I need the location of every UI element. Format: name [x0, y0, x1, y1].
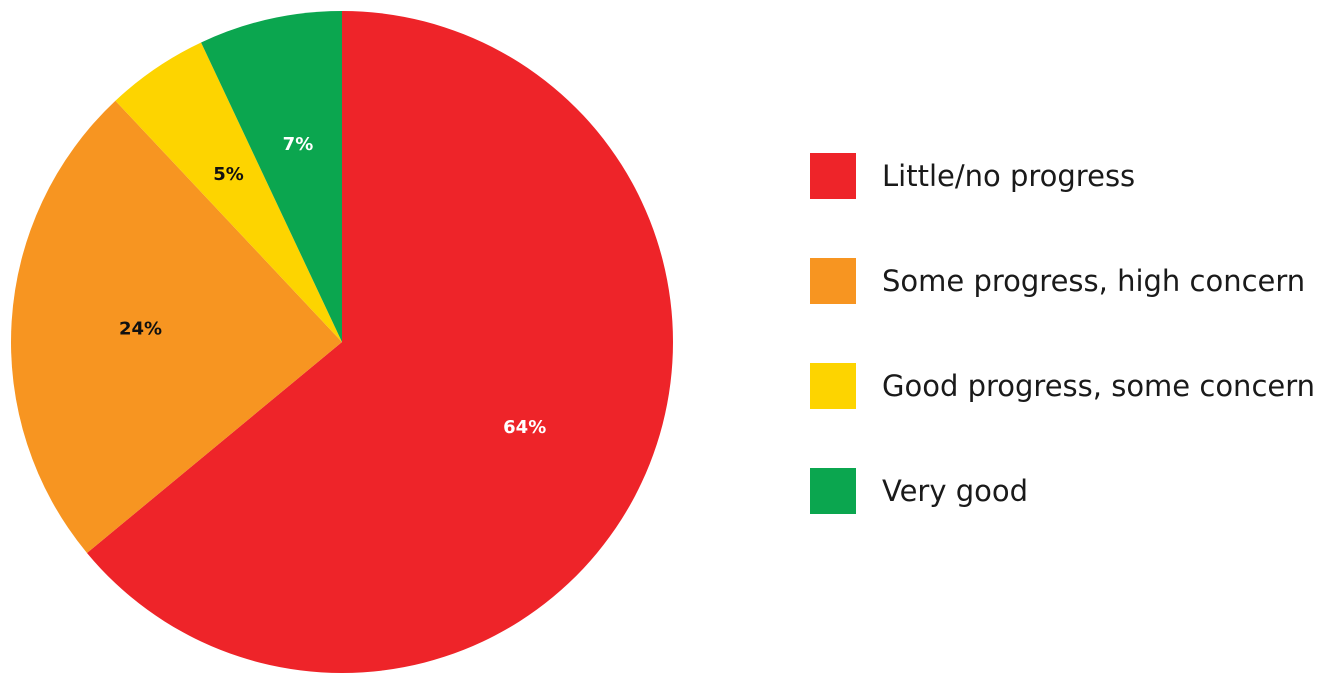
legend-label: Good progress, some concern: [882, 369, 1316, 403]
pie-slices: [11, 10, 673, 673]
pie-slice-good-progress-some-concern: [115, 42, 342, 342]
pie-slice-very-good: [201, 10, 342, 342]
legend-swatch-green: [810, 468, 856, 514]
legend-label: Little/no progress: [882, 159, 1136, 193]
legend-swatch-orange: [810, 258, 856, 304]
legend-swatch-yellow: [810, 363, 856, 409]
pie-slice-value-label: 24%: [119, 318, 162, 339]
pie-slice-some-progress-high-concern: [11, 100, 343, 553]
pie-slice-little-no-progress: [86, 11, 673, 673]
legend-item-some-progress: Some progress, high concern: [810, 257, 1315, 305]
pie-slice-value-label: 64%: [503, 417, 546, 438]
legend-item-good-progress: Good progress, some concern: [810, 362, 1315, 410]
pie-slice-labels: 64% 24% 5% 7%: [119, 134, 546, 438]
legend-label: Very good: [882, 474, 1029, 508]
pie-slice-value-label: 7%: [283, 134, 314, 155]
legend-swatch-red: [810, 153, 856, 199]
legend-label: Some progress, high concern: [882, 264, 1306, 298]
legend-item-little-no-progress: Little/no progress: [810, 152, 1315, 200]
pie-plot-area: 64% 24% 5% 7%: [11, 10, 673, 673]
pie-slice-value-label: 5%: [213, 164, 244, 185]
legend-item-very-good: Very good: [810, 467, 1315, 515]
legend: Little/no progress Some progress, high c…: [810, 152, 1315, 515]
